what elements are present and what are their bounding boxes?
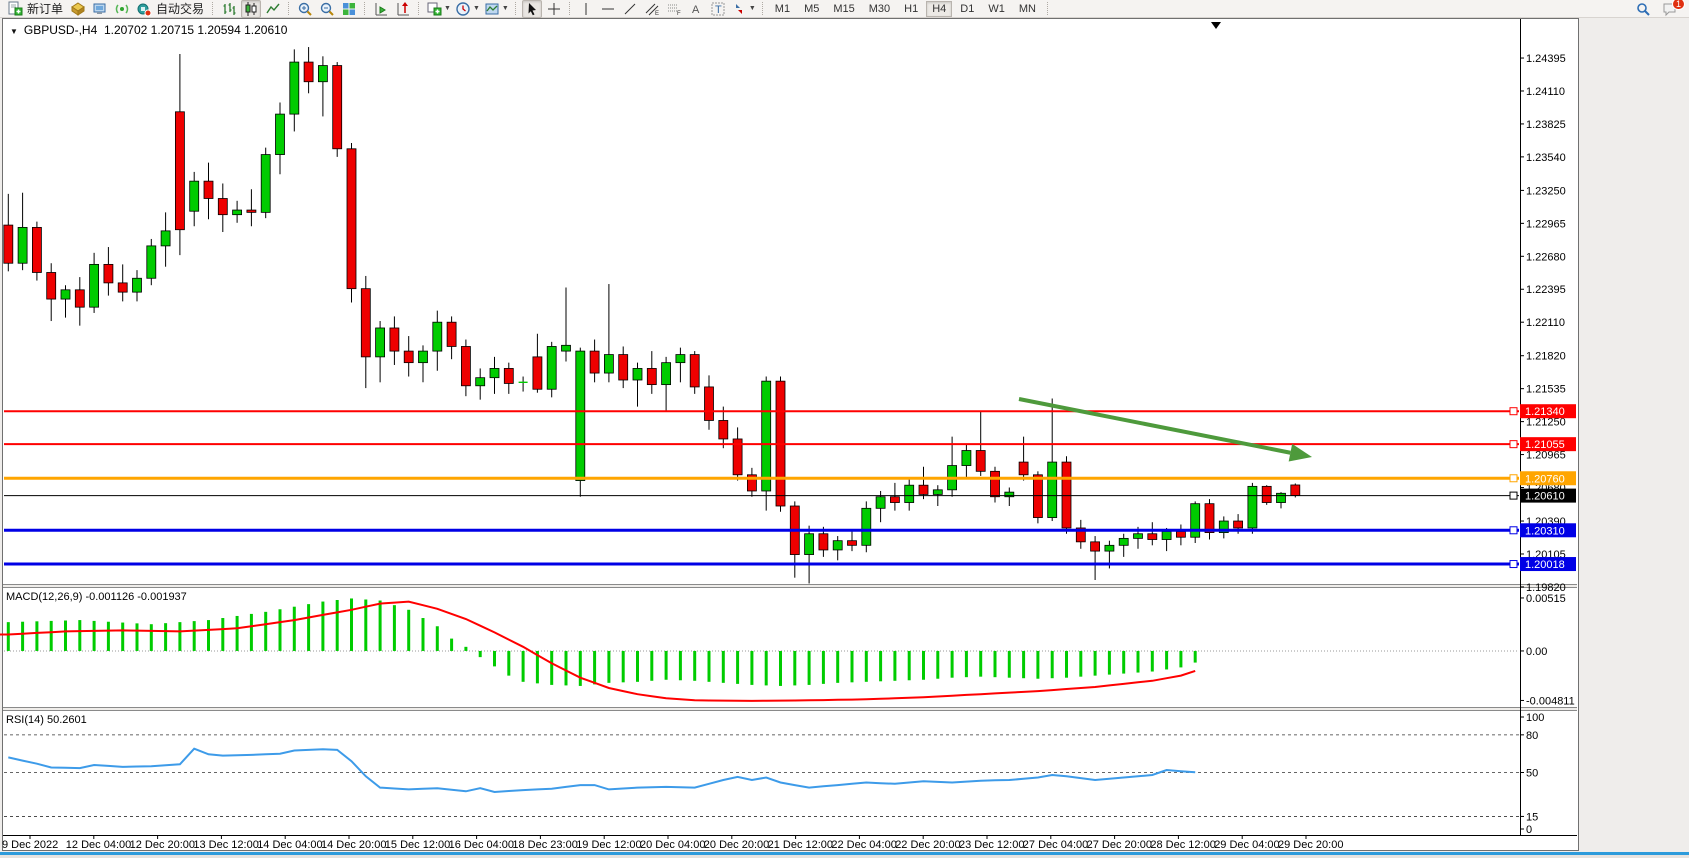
crosshair-icon: [547, 2, 560, 15]
vertical-line-icon: [585, 2, 587, 15]
svg-text:E: E: [655, 11, 659, 17]
trendline-icon: [624, 3, 636, 14]
notifications-button[interactable]: 1: [1660, 0, 1685, 18]
tab-timeframe-h4[interactable]: H4: [926, 0, 953, 17]
new-chart-button[interactable]: ▼: [425, 0, 452, 18]
tile-windows-icon: [343, 2, 356, 15]
new-order-label[interactable]: 新订单: [27, 2, 64, 16]
signal-icon: [115, 4, 129, 13]
symbol-label: GBPUSD-,H4: [23, 23, 98, 37]
svg-text:F: F: [677, 11, 681, 17]
chevron-down-icon: ▼: [501, 5, 509, 12]
toolbar-separator: [568, 2, 571, 15]
notification-badge: 1: [1671, 0, 1685, 10]
zoom-in-button[interactable]: [295, 0, 315, 18]
equidistant-channel-button[interactable]: E: [642, 0, 662, 18]
chart-shift-icon: [397, 1, 410, 15]
horizontal-line-icon: [601, 8, 614, 9]
bar-chart-button[interactable]: [219, 0, 239, 18]
line-chart-button[interactable]: [263, 0, 283, 18]
tab-timeframe-m1[interactable]: M1: [774, 2, 791, 15]
search-icon: [1637, 2, 1650, 16]
toolbar-separator: [212, 2, 214, 15]
zoom-in-icon: [298, 2, 312, 16]
chart-shift-button[interactable]: [393, 0, 413, 18]
fibonacci-button[interactable]: F: [664, 0, 684, 18]
chevron-down-icon: ▼: [472, 5, 480, 12]
chart-ohlc-title: ▼ GBPUSD-,H4 1.20702 1.20715 1.20594 1.20…: [10, 23, 287, 37]
status-bar: [0, 855, 1689, 858]
toolbar-separator: [364, 2, 366, 15]
text-button[interactable]: A: [686, 0, 706, 18]
arrows-icon: [735, 3, 742, 14]
tab-timeframe-mn[interactable]: MN: [1018, 2, 1036, 15]
toolbar-separator: [1046, 2, 1049, 15]
toolbar-separator: [418, 2, 420, 15]
toolbar-separator: [288, 2, 290, 15]
tab-timeframe-m5[interactable]: M5: [804, 2, 820, 15]
candlestick-icon: [245, 1, 257, 16]
signals-button[interactable]: [112, 0, 132, 18]
fibonacci-icon: F: [667, 4, 681, 17]
horizontal-line-button[interactable]: [598, 0, 618, 18]
cursor-icon: [528, 2, 536, 15]
zoom-out-icon: [320, 2, 334, 16]
arrows-button[interactable]: ▼: [730, 0, 757, 18]
autotrading-button[interactable]: [134, 0, 154, 18]
candlestick-chart-button[interactable]: [241, 0, 262, 18]
autoscroll-icon: [375, 2, 388, 15]
svg-text:A: A: [692, 4, 700, 16]
ohlc-values: 1.20702 1.20715 1.20594 1.20610: [103, 23, 288, 37]
terminal-button[interactable]: [90, 0, 110, 18]
text-icon: A: [692, 4, 700, 16]
autotrading-icon: [137, 3, 152, 16]
period-button[interactable]: ▼: [454, 0, 481, 18]
cursor-button[interactable]: [521, 0, 542, 18]
zoom-out-button[interactable]: [317, 0, 337, 18]
toolbar-separator: [761, 2, 764, 15]
svg-text:T: T: [715, 4, 722, 16]
text-label-icon: T: [711, 2, 725, 16]
vertical-line-button[interactable]: [576, 0, 596, 18]
line-chart-icon: [266, 3, 280, 13]
toolbar: 新订单: [0, 0, 1689, 18]
autotrading-label[interactable]: 自动交易: [156, 2, 205, 16]
tab-timeframe-m30[interactable]: M30: [868, 2, 891, 15]
tab-timeframe-m15[interactable]: M15: [833, 2, 855, 15]
gold-cube-icon: [71, 1, 85, 16]
window-bottom-accent: [0, 852, 1689, 855]
new-chart-icon: [427, 2, 442, 15]
template-icon: [485, 3, 499, 14]
crosshair-button[interactable]: [544, 0, 564, 18]
search-button[interactable]: [1633, 0, 1653, 18]
toolbar-separator: [514, 2, 517, 15]
equidistant-channel-icon: E: [645, 3, 659, 17]
market-watch-button[interactable]: [68, 0, 88, 18]
bar-chart-icon: [223, 2, 236, 15]
tab-timeframe-w1[interactable]: W1: [988, 2, 1005, 15]
chevron-down-icon: ▼: [748, 5, 756, 12]
new-order-button[interactable]: [5, 0, 25, 18]
new-order-icon: [8, 1, 23, 15]
autoscroll-button[interactable]: [371, 0, 391, 18]
clock-icon: [456, 1, 470, 16]
tile-windows-button[interactable]: [339, 0, 359, 18]
text-label-button[interactable]: T: [708, 0, 728, 18]
trendline-button[interactable]: [620, 0, 640, 18]
chart-window: [2, 18, 1579, 851]
chevron-down-icon: ▼: [444, 5, 451, 12]
tab-timeframe-d1[interactable]: D1: [960, 2, 975, 15]
terminal-icon: [93, 3, 106, 14]
templates-button[interactable]: ▼: [483, 0, 510, 18]
symbol-dropdown-icon[interactable]: ▼: [10, 27, 18, 36]
tab-timeframe-h1[interactable]: H1: [904, 2, 919, 15]
